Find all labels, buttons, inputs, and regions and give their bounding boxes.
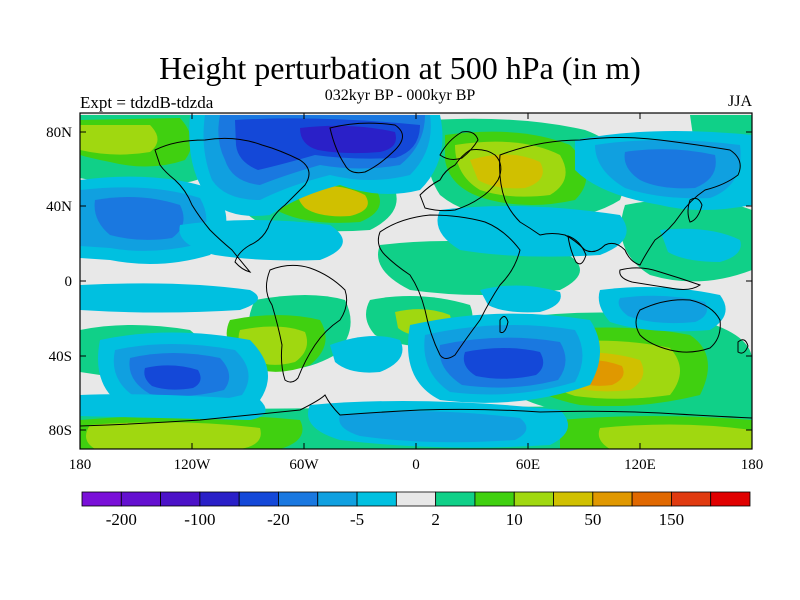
coastline-africa <box>377 214 521 359</box>
colorbar-swatch <box>592 491 633 507</box>
coastline-madagascar <box>499 316 509 333</box>
colorbar: -200 -100 -20 -5 2 10 50 150 <box>81 491 751 529</box>
colorbar-label: 50 <box>584 510 601 529</box>
contour-region <box>660 228 741 262</box>
plot-subtitle: 032kyr BP - 000kyr BP <box>324 87 476 104</box>
colorbar-swatch <box>356 491 397 507</box>
plot-title: Height perturbation at 500 hPa (in m) <box>159 50 641 86</box>
colorbar-swatch <box>553 491 594 507</box>
colorbar-label: -5 <box>350 510 364 529</box>
colorbar-swatch <box>317 491 358 507</box>
contour-region <box>298 186 368 217</box>
x-tick-label: 180 <box>69 457 92 473</box>
colorbar-swatch <box>671 491 712 507</box>
contour-region <box>598 424 752 449</box>
contour-region <box>80 125 158 155</box>
coastline-europe <box>419 149 502 212</box>
contour-region <box>330 336 403 373</box>
contour-region <box>470 154 543 189</box>
contour-region <box>339 411 527 443</box>
colorbar-label: 150 <box>659 510 685 529</box>
coastline-antarctica <box>80 394 752 427</box>
colorbar-swatch <box>435 491 476 507</box>
x-tick-label: 120W <box>174 457 212 473</box>
colorbar-swatch <box>160 491 201 507</box>
coastlines <box>80 122 752 427</box>
y-tick-label: 80S <box>49 423 72 439</box>
y-tick-label: 40N <box>46 199 72 215</box>
x-tick-label: 0 <box>412 457 420 473</box>
y-tick-label: 40S <box>49 349 72 365</box>
x-tick-label: 60E <box>516 457 540 473</box>
colorbar-swatch <box>199 491 240 507</box>
coastline-north-america <box>154 137 310 273</box>
x-tick-label: 60W <box>289 457 319 473</box>
coastline-south-america <box>266 264 348 383</box>
coastline-asia <box>499 137 741 266</box>
colorbar-swatch <box>81 491 122 507</box>
contour-region <box>480 285 561 313</box>
colorbar-swatch <box>710 491 751 507</box>
colorbar-swatch <box>238 491 279 507</box>
colorbar-swatch <box>120 491 161 507</box>
contour-region <box>86 422 261 449</box>
x-tick-label: 120E <box>624 457 656 473</box>
colorbar-swatch <box>474 491 515 507</box>
season-label: JJA <box>727 93 752 110</box>
colorbar-label: -20 <box>267 510 290 529</box>
coastline-japan <box>687 197 703 223</box>
experiment-label: Expt = tdzdB-tdzda <box>80 93 214 112</box>
coastline-new-zealand <box>737 339 749 354</box>
contour-region <box>300 125 396 154</box>
shaded-field <box>80 113 752 449</box>
contour-region <box>94 196 184 240</box>
colorbar-swatch <box>631 491 672 507</box>
colorbar-label: -200 <box>106 510 137 529</box>
colorbar-label: 10 <box>506 510 523 529</box>
contour-region <box>144 365 201 390</box>
contour-region <box>437 206 627 257</box>
contour-region <box>179 220 343 261</box>
coastline-india <box>567 235 587 265</box>
coastline-maritime-se-asia <box>619 267 702 290</box>
colorbar-swatch <box>278 491 319 507</box>
colorbar-swatch <box>513 491 554 507</box>
colorbar-label: -100 <box>184 510 215 529</box>
y-tick-label: 0 <box>65 274 73 290</box>
y-tick-label: 80N <box>46 125 72 141</box>
coastline-australia <box>635 299 721 353</box>
colorbar-swatch <box>395 491 437 507</box>
contour-region <box>80 394 266 420</box>
axis-ticks <box>79 113 753 449</box>
contour-region <box>80 283 258 313</box>
contour-region <box>624 149 716 189</box>
coastline-greenland <box>329 122 403 174</box>
coastline-scandinavia <box>439 131 479 160</box>
colorbar-label: 2 <box>431 510 440 529</box>
contour-region <box>618 295 708 324</box>
x-tick-label: 180 <box>741 457 764 473</box>
contour-region <box>463 348 544 379</box>
